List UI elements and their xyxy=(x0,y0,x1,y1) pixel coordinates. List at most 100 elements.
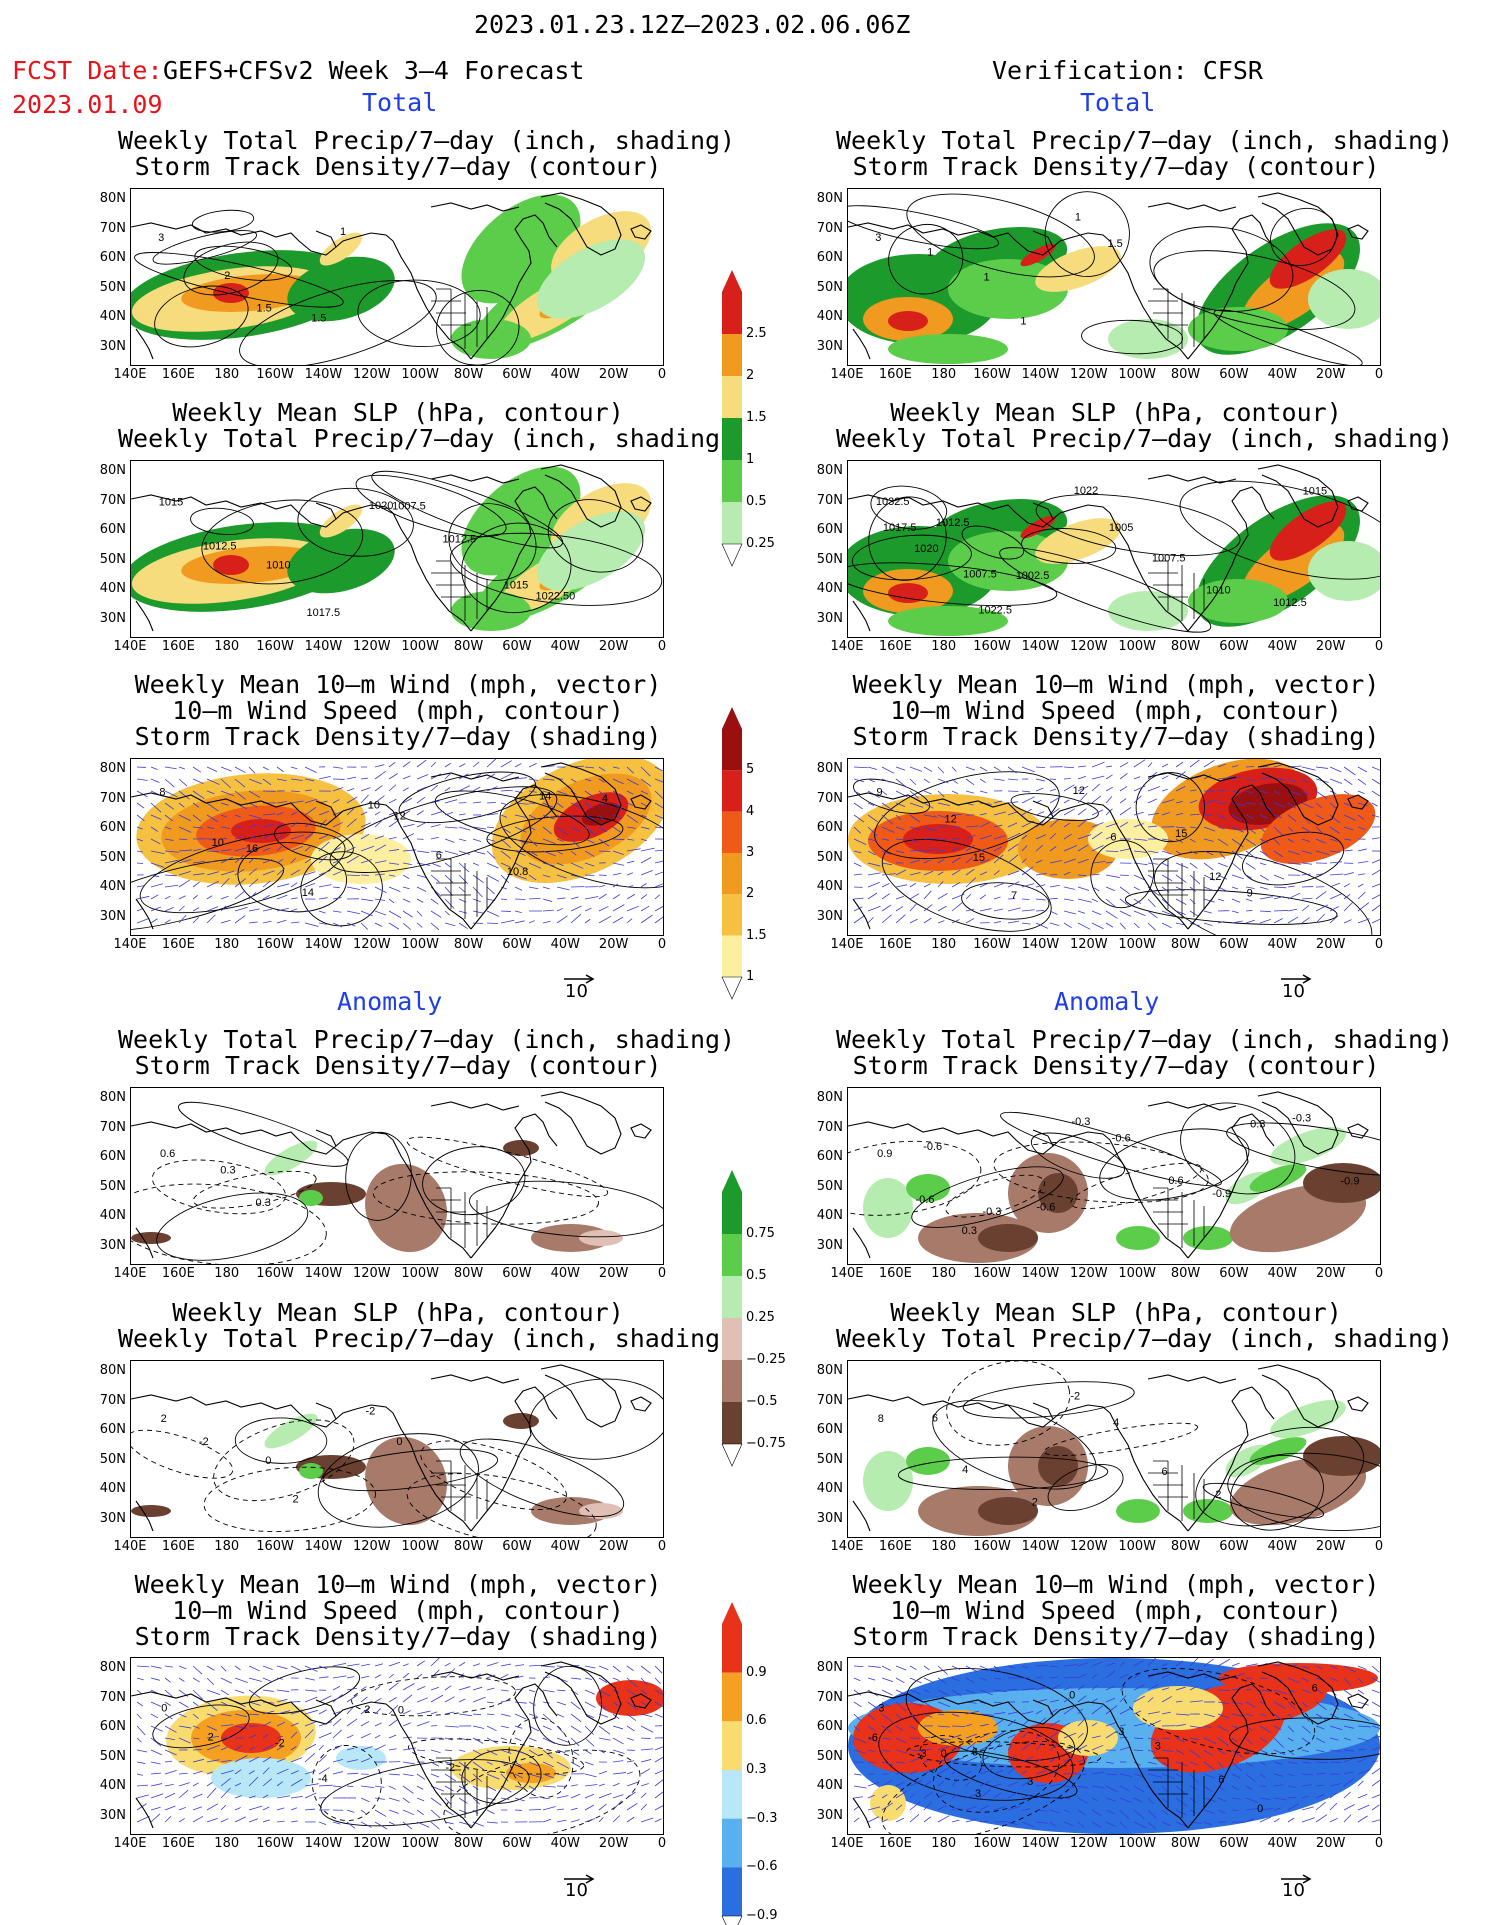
wind-vector xyxy=(486,874,500,882)
wind-vector xyxy=(458,910,468,914)
shading-blob xyxy=(863,1451,913,1511)
wind-vector xyxy=(1035,811,1045,816)
contour-line xyxy=(911,1166,1064,1228)
coastline xyxy=(852,1227,871,1259)
contour-line xyxy=(1030,1132,1125,1179)
wind-vector xyxy=(220,905,227,912)
wind-vector xyxy=(881,1794,888,1799)
wind-vector xyxy=(164,919,171,924)
wind-vector xyxy=(402,922,411,930)
wind-vector xyxy=(136,1794,149,1799)
wind-vector xyxy=(500,1749,512,1754)
wind-vector xyxy=(1301,917,1310,924)
wind-vector xyxy=(528,1761,539,1767)
wind-vector xyxy=(416,759,427,768)
wind-vector xyxy=(486,1687,495,1691)
lat-tick-label: 50N xyxy=(99,279,126,295)
wind-vector xyxy=(937,838,947,841)
wind-vector xyxy=(178,1789,189,1799)
lon-tick-label: 140W xyxy=(1021,937,1060,952)
wind-vector xyxy=(178,914,187,924)
wind-vector xyxy=(570,814,578,821)
wind-vector xyxy=(1245,1797,1258,1803)
wind-vector xyxy=(346,1772,359,1775)
wind-vector xyxy=(1133,838,1148,841)
colorbar-storm_total xyxy=(720,705,744,1005)
colorbar-segment xyxy=(722,418,742,460)
wind-vector xyxy=(1371,1677,1380,1683)
coastline xyxy=(430,474,520,484)
wind-vector xyxy=(514,1785,524,1789)
wind-vector xyxy=(374,898,386,901)
contour-line xyxy=(461,1749,542,1804)
wind-vector xyxy=(374,811,381,816)
panel-title-line: Weekly Total Precip/7–day (inch, shading… xyxy=(836,1025,1454,1054)
wind-vector xyxy=(1189,1685,1198,1691)
contour-label: 1022.5 xyxy=(978,605,1012,617)
wind-vector xyxy=(416,774,429,780)
contour-line xyxy=(1226,1122,1380,1176)
wind-vector xyxy=(1357,860,1369,864)
wind-vector xyxy=(1343,778,1353,786)
lat-tick-label: 50N xyxy=(816,1748,843,1764)
wind-vector xyxy=(206,1817,218,1823)
wind-vector xyxy=(1105,1662,1116,1667)
wind-vector xyxy=(584,826,596,835)
wind-vector xyxy=(500,1689,509,1692)
wind-vector xyxy=(1301,1737,1311,1745)
lat-tick-label: 30N xyxy=(816,610,843,626)
wind-vector xyxy=(192,1689,203,1700)
wind-vector xyxy=(318,897,328,900)
coastline xyxy=(1109,1412,1189,1532)
contour-label: -0.3 xyxy=(982,1206,1001,1218)
coastline xyxy=(1052,504,1111,520)
wind-vector xyxy=(1105,861,1113,864)
coastline xyxy=(131,1691,300,1711)
wind-vector xyxy=(262,870,275,876)
wind-vector xyxy=(192,814,202,822)
lon-tick-label: 140E xyxy=(830,367,864,382)
wind-vector xyxy=(248,878,259,888)
shading-blob xyxy=(1133,1686,1223,1730)
wind-vector xyxy=(965,1770,972,1775)
wind-vector xyxy=(1371,1713,1380,1717)
wind-vector xyxy=(1287,1796,1296,1799)
wind-vector xyxy=(965,1733,977,1739)
wind-vector xyxy=(192,1701,199,1707)
wind-vector xyxy=(853,1773,862,1776)
wind-vector xyxy=(1063,845,1077,852)
wind-vector xyxy=(528,1701,536,1706)
contour-line xyxy=(529,1378,663,1460)
wind-vector xyxy=(1357,778,1367,785)
contour-line xyxy=(152,1704,250,1749)
wind-vector xyxy=(486,813,499,816)
map-plot: 321.51.51 xyxy=(131,192,652,365)
lat-tick-label: 70N xyxy=(816,220,843,236)
coastline xyxy=(135,1227,154,1259)
lon-tick-label: 160W xyxy=(973,937,1011,952)
wind-vector xyxy=(853,1713,861,1721)
wind-vector xyxy=(388,874,396,877)
contour-layer xyxy=(878,1667,1380,1834)
wind-vector xyxy=(1315,1749,1325,1753)
wind-vector xyxy=(1161,1749,1174,1752)
wind-vector xyxy=(178,1818,185,1823)
wind-vector xyxy=(178,814,192,822)
wind-vector xyxy=(542,1806,556,1811)
wind-vector xyxy=(1007,811,1019,816)
lat-tick-label: 80N xyxy=(99,1660,126,1675)
shading-layer xyxy=(166,1680,663,1798)
wind-vector xyxy=(612,862,625,866)
wind-vector xyxy=(867,802,875,807)
wind-vector xyxy=(598,906,609,912)
shading-blob xyxy=(131,1232,171,1244)
wind-vector xyxy=(276,919,287,924)
wind-vector xyxy=(1203,874,1215,881)
wind-vector xyxy=(430,1773,440,1778)
wind-vector xyxy=(416,910,423,917)
wind-vector xyxy=(164,1760,173,1763)
wind-vector xyxy=(1161,874,1173,882)
shading-blob xyxy=(888,583,928,603)
wind-vector xyxy=(1049,833,1057,840)
wind-vector xyxy=(416,1697,429,1703)
